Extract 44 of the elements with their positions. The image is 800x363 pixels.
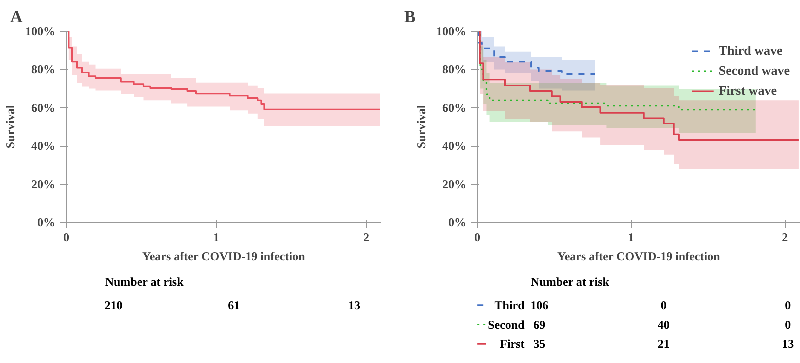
x-tick-label: 0	[474, 230, 480, 244]
legend-label: Third wave	[718, 43, 783, 59]
chart-title: B	[404, 8, 416, 26]
text: 69	[534, 318, 546, 332]
y-tick-label: 20%	[32, 177, 56, 192]
text: 40	[658, 318, 670, 332]
y-tick-label: 100%	[26, 24, 56, 38]
y-tick-label: 0%	[448, 216, 466, 230]
y-tick-label: 40%	[442, 139, 466, 154]
y-tick-label: 80%	[32, 62, 56, 77]
y-tick-label: 60%	[32, 100, 56, 115]
x-tick-label: 1	[628, 230, 634, 244]
x-tick-label: 0	[64, 230, 70, 244]
legend-label: Second wave	[718, 63, 790, 79]
y-tick-label: 20%	[442, 177, 466, 192]
x-axis-title: Years after COVID-19 infection	[142, 250, 306, 264]
x-tick-label: 1	[214, 230, 220, 244]
y-tick-label: 0%	[38, 216, 56, 230]
y-tick-label: 60%	[442, 100, 466, 115]
text: 0	[660, 298, 667, 312]
text: 106	[530, 298, 549, 312]
text: Number at risk	[105, 275, 184, 290]
y-tick-label: 80%	[442, 62, 466, 77]
y-axis-title: Survival	[414, 104, 428, 149]
text: 0	[785, 318, 792, 332]
text: 21	[658, 337, 670, 352]
text: First	[500, 337, 525, 352]
text: 210	[104, 298, 123, 312]
y-axis-title: Survival	[4, 104, 18, 149]
y-tick-label: 40%	[32, 139, 56, 154]
chart-title: A	[10, 8, 24, 26]
text: 13	[782, 337, 794, 352]
text: 35	[534, 337, 546, 352]
x-tick-label: 2	[782, 230, 788, 244]
text: Third	[494, 298, 526, 312]
x-tick-label: 2	[364, 230, 370, 244]
text: 61	[228, 298, 240, 312]
x-axis-title: Years after COVID-19 infection	[558, 250, 721, 264]
legend-label: First wave	[718, 83, 777, 99]
text: Second	[488, 318, 526, 332]
text: 13	[348, 298, 360, 312]
y-tick-label: 100%	[436, 24, 466, 38]
text: 0	[785, 298, 792, 312]
text: Number at risk	[530, 275, 610, 290]
